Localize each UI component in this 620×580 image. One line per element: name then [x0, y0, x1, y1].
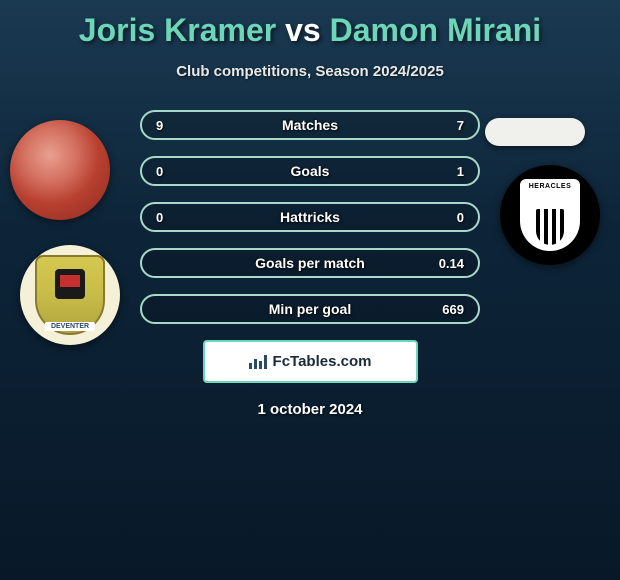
stat-row-matches: 9 Matches 7	[140, 110, 480, 140]
subtitle: Club competitions, Season 2024/2025	[0, 63, 620, 80]
stat-row-mpg: Min per goal 669	[140, 294, 480, 324]
stats-list: 9 Matches 7 0 Goals 1 0 Hattricks 0 Goal…	[140, 110, 480, 324]
stat-label: Goals per match	[255, 255, 365, 271]
club-right-label: HERACLES	[529, 183, 572, 251]
player1-avatar	[10, 120, 110, 220]
player1-club-badge: DEVENTER	[20, 245, 120, 345]
stat-label: Hattricks	[280, 209, 340, 225]
stat-right-value: 0.14	[439, 256, 464, 271]
stat-row-goals: 0 Goals 1	[140, 156, 480, 186]
stat-right-value: 1	[457, 164, 464, 179]
date-text: 1 october 2024	[0, 401, 620, 418]
heracles-crest: HERACLES	[520, 179, 580, 251]
stat-label: Goals	[291, 163, 330, 179]
stat-label: Matches	[282, 117, 338, 133]
stat-row-hattricks: 0 Hattricks 0	[140, 202, 480, 232]
barchart-icon	[249, 355, 267, 369]
stat-right-value: 7	[457, 118, 464, 133]
player2-name: Damon Mirani	[330, 12, 542, 48]
player2-club-badge: HERACLES	[500, 165, 600, 265]
club-left-banner: DEVENTER	[45, 322, 95, 331]
source-badge[interactable]: FcTables.com	[203, 340, 418, 383]
player2-avatar	[485, 118, 585, 146]
content-area: DEVENTER HERACLES 9 Matches 7 0 Goals 1 …	[0, 110, 620, 418]
stat-left-value: 0	[156, 210, 163, 225]
stat-row-gpm: Goals per match 0.14	[140, 248, 480, 278]
player1-name: Joris Kramer	[79, 12, 276, 48]
vs-text: vs	[285, 12, 321, 48]
stat-right-value: 0	[457, 210, 464, 225]
stat-left-value: 0	[156, 164, 163, 179]
stat-right-value: 669	[442, 302, 464, 317]
stat-left-value: 9	[156, 118, 163, 133]
stat-label: Min per goal	[269, 301, 351, 317]
comparison-title: Joris Kramer vs Damon Mirani	[0, 0, 620, 49]
source-brand: FcTables.com	[273, 353, 372, 370]
